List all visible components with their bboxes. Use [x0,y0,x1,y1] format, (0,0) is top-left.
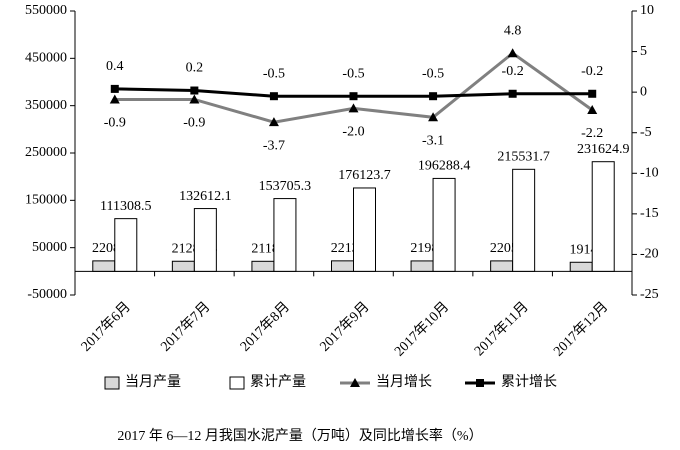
bar [591,161,615,272]
y2-tick-label: -25 [640,287,659,302]
bar [251,260,275,272]
marker [189,94,200,104]
data-label: 176123.7 [338,168,391,183]
bar [490,260,514,272]
data-label: 231624.9 [577,142,630,157]
marker [350,378,360,387]
data-label: -2.0 [342,125,364,140]
x-tick-label: 2017年8月 [237,299,293,355]
legend-label: 当月增长 [376,374,432,390]
bar [92,260,116,272]
marker [587,104,598,114]
data-label: -0.5 [263,66,285,81]
marker [269,92,278,101]
marker [428,112,439,122]
y-tick-label: -50000 [27,287,67,302]
marker [476,379,484,387]
bar [331,260,354,272]
data-label: 4.8 [504,23,522,38]
y2-tick-label: -10 [640,166,659,181]
marker [268,117,279,127]
y2-tick-label: -5 [640,125,652,140]
y2-tick-label: -20 [640,247,659,262]
y-tick-label: 50000 [32,240,67,255]
data-label: -0.2 [581,64,603,79]
data-label: -0.2 [502,64,524,79]
y-tick-label: 450000 [25,51,67,66]
x-tick-label: 2017年10月 [391,299,452,360]
y2-tick-label: 10 [640,3,654,18]
bar [353,187,376,272]
bar [410,260,434,272]
marker [508,89,517,98]
data-label: 111308.5 [100,199,151,214]
bar [569,261,593,272]
legend-label: 累计增长 [501,374,557,390]
y-tick-label: 250000 [25,145,67,160]
data-label: 153705.3 [259,179,312,194]
y-tick-label: 350000 [25,98,67,113]
bar [432,177,456,272]
legend-label: 当月产量 [125,374,181,390]
data-label: -3.7 [263,138,285,153]
data-label: -2.2 [581,126,603,141]
data-label: -0.9 [104,116,126,131]
y2-tick-label: -15 [640,206,659,221]
marker [349,92,358,101]
y2-tick-label: 5 [640,44,647,59]
data-label: 215531.7 [497,150,550,165]
data-label: 196288.4 [418,159,471,174]
bar [273,198,297,272]
x-tick-label: 2017年9月 [317,299,373,355]
y2-tick-label: 0 [640,84,647,99]
x-tick-label: 2017年7月 [158,299,214,355]
data-label: 0.4 [106,59,124,74]
legend-swatch [104,376,120,390]
legend-swatch [229,376,245,390]
bar [114,218,138,272]
marker [507,48,518,58]
bar [171,260,195,272]
y-tick-label: 550000 [25,3,67,18]
marker [348,103,359,113]
data-label: -3.1 [422,134,444,149]
legend-label: 累计产量 [250,374,306,390]
x-tick-label: 2017年6月 [78,299,134,355]
marker [110,84,119,93]
data-label: -0.9 [183,116,205,131]
chart-caption: 2017 年 6—12 月我国水泥产量（万吨）及同比增长率（%） [117,427,482,444]
bar [512,168,536,272]
bar [193,208,217,272]
marker [190,86,199,95]
marker [588,89,597,98]
x-tick-label: 2017年11月 [471,299,531,359]
data-label: -0.5 [422,66,444,81]
data-label: 132612.1 [179,189,232,204]
marker [109,94,120,104]
marker [429,92,438,101]
x-tick-label: 2017年12月 [551,299,612,360]
y-tick-label: 150000 [25,193,67,208]
data-label: -0.5 [342,66,364,81]
data-label: 0.2 [186,61,204,76]
